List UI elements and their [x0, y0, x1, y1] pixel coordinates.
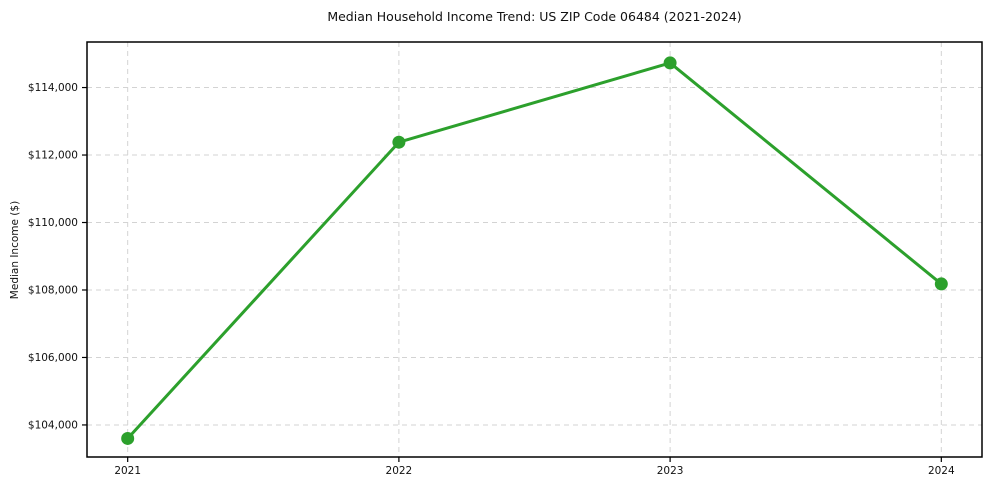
chart-title: Median Household Income Trend: US ZIP Co…: [327, 9, 742, 24]
x-tick-label: 2024: [928, 465, 955, 477]
plot-border: [86, 41, 983, 458]
data-point-2022: [392, 135, 406, 149]
x-tick-label: 2022: [386, 465, 413, 477]
data-point-2023: [663, 56, 677, 70]
x-tick-label: 2023: [657, 465, 684, 477]
data-point-2021: [121, 431, 135, 445]
income-trend-line: [126, 61, 943, 440]
data-point-2024: [934, 277, 948, 291]
y-tick-label: $108,000: [28, 284, 78, 296]
y-tick-label: $104,000: [28, 419, 78, 431]
y-tick-label: $114,000: [28, 82, 78, 94]
x-tick-label: 2021: [114, 465, 141, 477]
y-tick-label: $106,000: [28, 352, 78, 364]
y-tick-label: $112,000: [28, 150, 78, 162]
y-tick-label: $110,000: [28, 217, 78, 229]
